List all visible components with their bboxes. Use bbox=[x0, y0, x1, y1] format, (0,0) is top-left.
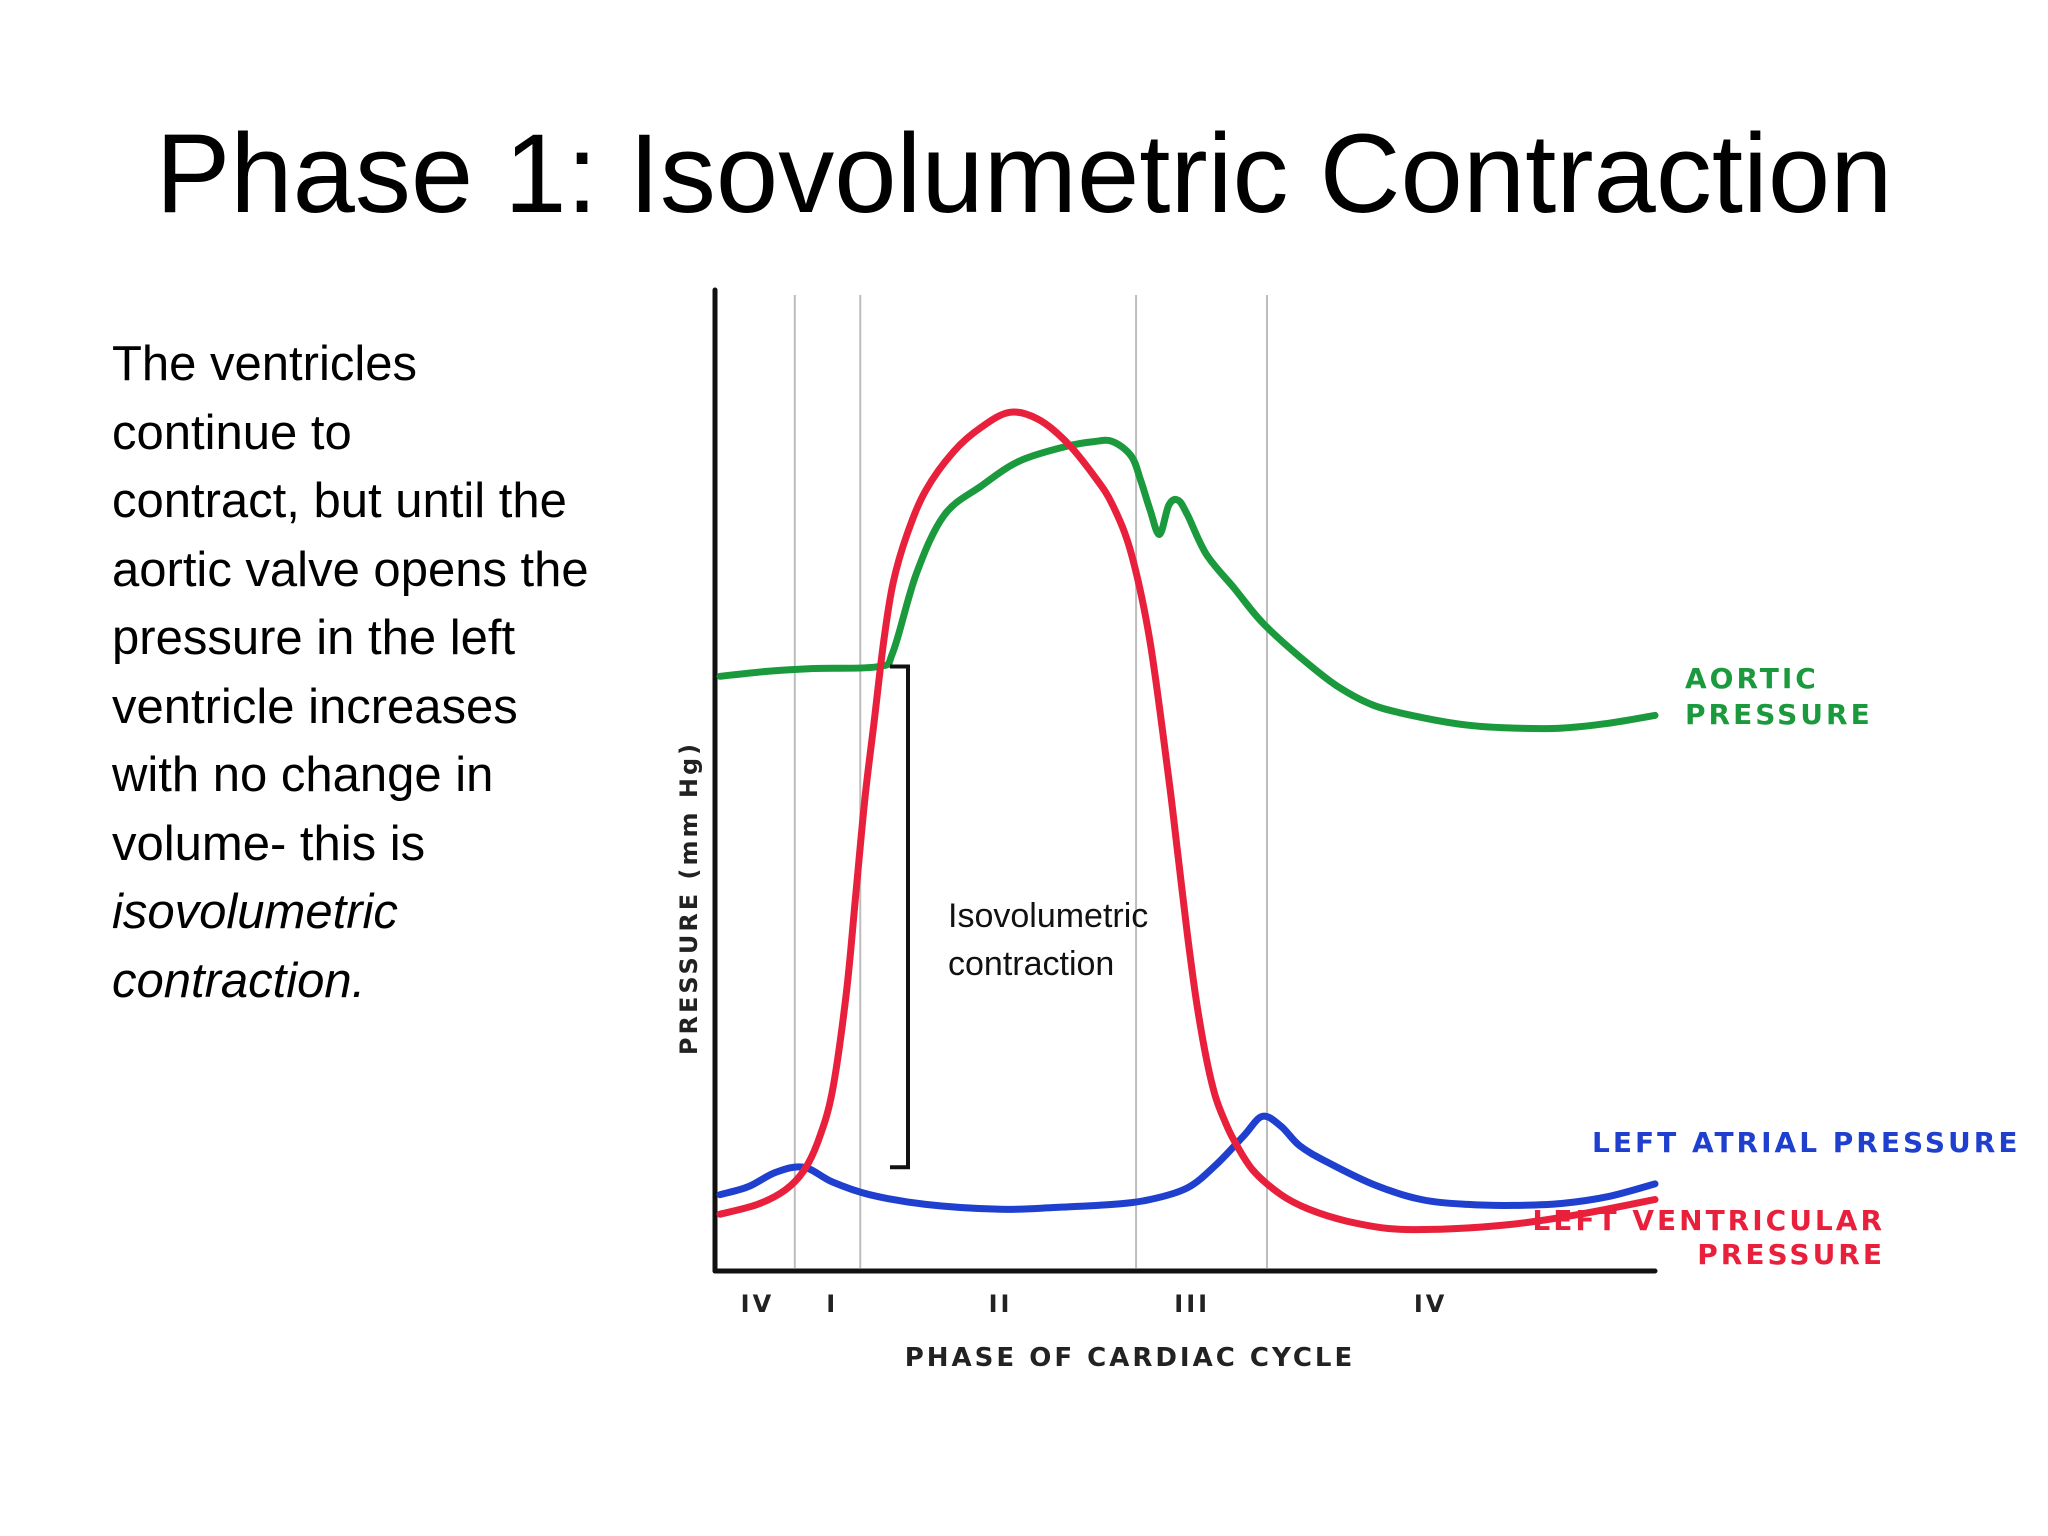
slide-title: Phase 1: Isovolumetric Contraction bbox=[155, 111, 1893, 236]
body-line: The ventricles bbox=[112, 337, 418, 391]
aortic-pressure-line bbox=[716, 436, 1659, 733]
left-atrial-pressure-label: LEFT ATRIAL PRESSURE bbox=[1592, 1126, 2020, 1159]
isovolumetric-bracket bbox=[890, 664, 910, 1170]
body-line: with no change in bbox=[112, 748, 494, 802]
body-line: volume- this is bbox=[112, 816, 426, 871]
body-line: contraction. bbox=[112, 953, 366, 1008]
isovolumetric-annotation: contraction bbox=[948, 945, 1114, 983]
isovolumetric-annotation: Isovolumetric bbox=[948, 897, 1148, 935]
body-line: aortic valve opens the bbox=[112, 542, 589, 597]
body-line: ventricle increases bbox=[112, 679, 518, 734]
body-line: continue to bbox=[112, 405, 352, 460]
aortic-pressure-label: AORTIC bbox=[1685, 662, 1819, 695]
phase-label: IV bbox=[741, 1290, 775, 1318]
x-axis-label: PHASE OF CARDIAC CYCLE bbox=[905, 1343, 1356, 1373]
body-line: pressure in the left bbox=[112, 611, 516, 665]
left-ventricular-pressure-label: LEFT VENTRICULAR bbox=[1532, 1204, 1885, 1237]
body-text: The ventricles continue to contract, but u… bbox=[112, 330, 672, 1015]
body-line: contract, but until the bbox=[112, 474, 567, 528]
left-ventricular-pressure-label: PRESSURE bbox=[1697, 1238, 1885, 1271]
body-line: isovolumetric bbox=[112, 885, 398, 939]
phase-label: III bbox=[1174, 1290, 1210, 1318]
phase-label: II bbox=[989, 1290, 1013, 1318]
aortic-pressure-label: PRESSURE bbox=[1685, 698, 1873, 731]
left-ventricular-pressure-line bbox=[716, 408, 1659, 1234]
y-axis-label: PRESSURE (mm Hg) bbox=[675, 741, 703, 1055]
phase-label: IV bbox=[1414, 1290, 1448, 1318]
left-atrial-pressure-line bbox=[716, 1112, 1659, 1213]
phase-label: I bbox=[826, 1290, 838, 1318]
